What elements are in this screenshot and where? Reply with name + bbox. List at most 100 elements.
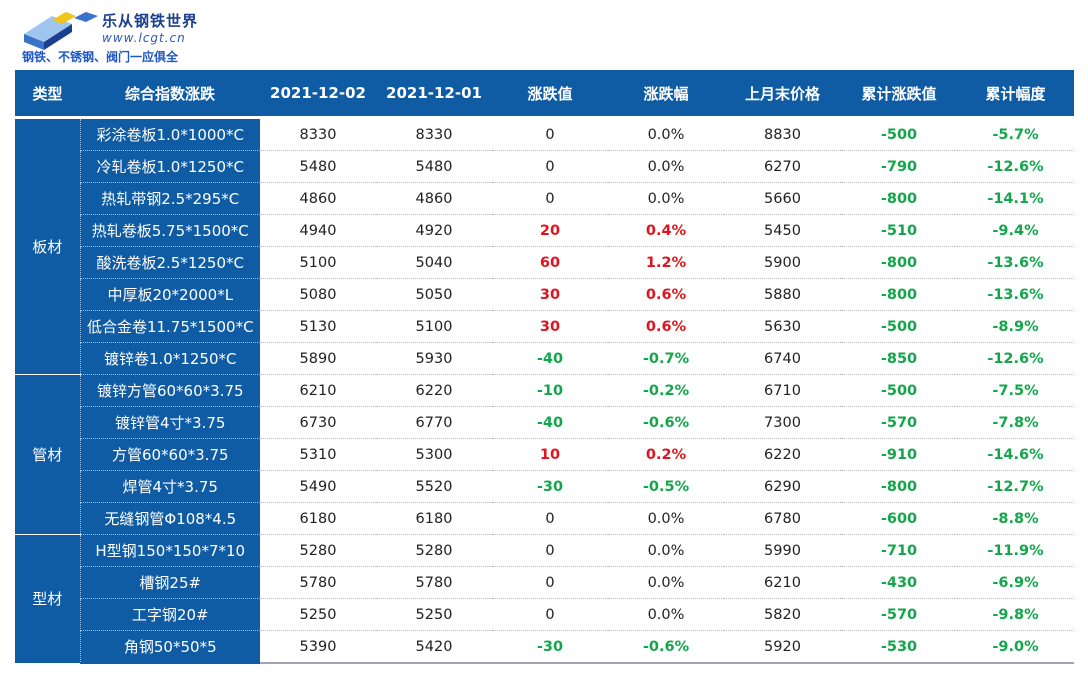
table-row: 冷轧卷板1.0*1250*C 5480 5480 0 0.0% 6270 -790 -12.6… xyxy=(15,150,1074,183)
cumulative-pct-cell: -11.9% xyxy=(957,534,1074,567)
site-logo[interactable]: 乐从钢铁世界 www.lcgt.cn 钢铁、不锈钢、阀门一应俱全 xyxy=(22,8,282,70)
price-prev-cell: 5040 xyxy=(376,246,492,279)
table-row: 焊管4寸*3.75 5490 5520 -30 -0.5% 6290 -800 -12.7% xyxy=(15,470,1074,503)
price-prev-cell: 6180 xyxy=(376,502,492,535)
price-prev-cell: 5250 xyxy=(376,598,492,631)
price-today-cell: 5310 xyxy=(260,438,376,471)
price-prev-cell: 5300 xyxy=(376,438,492,471)
change-value-cell: 30 xyxy=(492,310,608,343)
cumulative-pct-cell: -12.6% xyxy=(957,150,1074,183)
price-prev-cell: 5050 xyxy=(376,278,492,311)
cumulative-pct-cell: -12.7% xyxy=(957,470,1074,503)
product-name-cell: 冷轧卷板1.0*1250*C xyxy=(79,150,260,183)
cumulative-change-cell: -910 xyxy=(841,438,957,471)
last-month-price-cell: 5990 xyxy=(724,534,841,567)
change-value-cell: 0 xyxy=(492,117,608,151)
price-today-cell: 8330 xyxy=(260,117,376,151)
logo-url: www.lcgt.cn xyxy=(102,31,186,45)
col-header-date-2: 2021-12-01 xyxy=(376,70,492,118)
price-today-cell: 4860 xyxy=(260,182,376,215)
table-row: 镀锌管4寸*3.75 6730 6770 -40 -0.6% 7300 -570 -7.8% xyxy=(15,406,1074,439)
table-row: 板材 彩涂卷板1.0*1000*C 8330 8330 0 0.0% 8830 -500 -5.… xyxy=(15,117,1074,375)
col-header-index: 综合指数涨跌 xyxy=(80,70,260,118)
price-prev-cell: 5780 xyxy=(376,566,492,599)
product-name-cell: H型钢150*150*7*10 xyxy=(79,534,260,567)
col-header-date-1: 2021-12-02 xyxy=(260,70,376,118)
last-month-price-cell: 6270 xyxy=(724,150,841,183)
change-value-cell: 60 xyxy=(492,246,608,279)
change-pct-cell: 0.6% xyxy=(608,278,724,311)
last-month-price-cell: 5630 xyxy=(724,310,841,343)
cumulative-change-cell: -800 xyxy=(841,470,957,503)
cumulative-change-cell: -430 xyxy=(841,566,957,599)
price-today-cell: 6730 xyxy=(260,406,376,439)
last-month-price-cell: 5900 xyxy=(724,246,841,279)
product-name-cell: 镀锌方管60*60*3.75 xyxy=(79,374,260,407)
change-pct-cell: 0.0% xyxy=(608,534,724,567)
cumulative-pct-cell: -8.9% xyxy=(957,310,1074,343)
cumulative-change-cell: -790 xyxy=(841,150,957,183)
cumulative-pct-cell: -9.4% xyxy=(957,214,1074,247)
table-row: 无缝钢管Φ108*4.5 6180 6180 0 0.0% 6780 -600 -8.8% xyxy=(15,502,1074,535)
table-row: 角钢50*50*5 5390 5420 -30 -0.6% 5920 -530 -9.0% xyxy=(15,630,1074,664)
table-header-row: 类型 综合指数涨跌 2021-12-02 2021-12-01 涨跌值 涨跌幅 … xyxy=(15,70,1074,118)
cumulative-change-cell: -850 xyxy=(841,342,957,375)
change-pct-cell: 0.2% xyxy=(608,438,724,471)
last-month-price-cell: 6710 xyxy=(724,374,841,407)
cumulative-pct-cell: -12.6% xyxy=(957,342,1074,375)
price-today-cell: 4940 xyxy=(260,214,376,247)
table-row: 酸洗卷板2.5*1250*C 5100 5040 60 1.2% 5900 -800 -13.… xyxy=(15,246,1074,279)
col-header-cumulative-change: 累计涨跌值 xyxy=(841,70,957,118)
table-row: 热轧卷板5.75*1500*C 4940 4920 20 0.4% 5450 -510 -9.… xyxy=(15,214,1074,247)
product-name-cell: 酸洗卷板2.5*1250*C xyxy=(79,246,260,279)
cumulative-pct-cell: -14.6% xyxy=(957,438,1074,471)
product-name-cell: 槽钢25# xyxy=(79,566,260,599)
cumulative-change-cell: -500 xyxy=(841,310,957,343)
cumulative-change-cell: -500 xyxy=(841,117,957,151)
change-value-cell: 0 xyxy=(492,534,608,567)
price-prev-cell: 6770 xyxy=(376,406,492,439)
change-pct-cell: 0.0% xyxy=(608,566,724,599)
change-pct-cell: -0.6% xyxy=(608,630,724,664)
last-month-price-cell: 6780 xyxy=(724,502,841,535)
cumulative-pct-cell: -7.8% xyxy=(957,406,1074,439)
cumulative-change-cell: -500 xyxy=(841,374,957,407)
col-header-last-month-price: 上月末价格 xyxy=(724,70,841,118)
product-name-cell: 工字钢20# xyxy=(79,598,260,631)
change-value-cell: -30 xyxy=(492,470,608,503)
category-cell: 板材 xyxy=(15,117,80,375)
change-value-cell: -40 xyxy=(492,342,608,375)
change-pct-cell: 0.4% xyxy=(608,214,724,247)
change-value-cell: -40 xyxy=(492,406,608,439)
table-row: 型材 H型钢150*150*7*10 5280 5280 0 0.0% 5990 -710 -1… xyxy=(15,534,1074,664)
change-value-cell: 20 xyxy=(492,214,608,247)
category-cell: 管材 xyxy=(15,374,80,535)
cumulative-pct-cell: -6.9% xyxy=(957,566,1074,599)
product-name-cell: 焊管4寸*3.75 xyxy=(79,470,260,503)
price-today-cell: 5280 xyxy=(260,534,376,567)
price-today-cell: 5890 xyxy=(260,342,376,375)
product-name-cell: 方管60*60*3.75 xyxy=(79,438,260,471)
cumulative-change-cell: -800 xyxy=(841,278,957,311)
change-pct-cell: -0.7% xyxy=(608,342,724,375)
cumulative-pct-cell: -14.1% xyxy=(957,182,1074,215)
change-value-cell: -30 xyxy=(492,630,608,664)
cumulative-change-cell: -570 xyxy=(841,406,957,439)
change-value-cell: 0 xyxy=(492,598,608,631)
price-prev-cell: 5930 xyxy=(376,342,492,375)
last-month-price-cell: 5450 xyxy=(724,214,841,247)
col-header-change-pct: 涨跌幅 xyxy=(608,70,724,118)
cumulative-pct-cell: -5.7% xyxy=(957,117,1074,151)
last-month-price-cell: 6740 xyxy=(724,342,841,375)
change-value-cell: 0 xyxy=(492,502,608,535)
last-month-price-cell: 7300 xyxy=(724,406,841,439)
last-month-price-cell: 6220 xyxy=(724,438,841,471)
price-prev-cell: 5520 xyxy=(376,470,492,503)
steel-logo-icon xyxy=(24,12,98,50)
price-prev-cell: 5420 xyxy=(376,630,492,664)
price-prev-cell: 5100 xyxy=(376,310,492,343)
price-today-cell: 5250 xyxy=(260,598,376,631)
cumulative-pct-cell: -13.6% xyxy=(957,246,1074,279)
cumulative-change-cell: -800 xyxy=(841,182,957,215)
cumulative-change-cell: -530 xyxy=(841,630,957,664)
